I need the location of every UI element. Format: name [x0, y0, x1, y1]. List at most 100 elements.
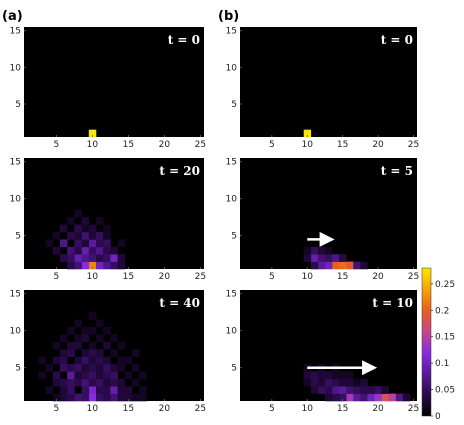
heatmap-cell	[317, 378, 326, 387]
heatmap-cell	[88, 239, 97, 248]
heatmap-cell	[74, 224, 82, 233]
heatmap-cell	[81, 371, 90, 380]
heatmap-cell	[310, 386, 319, 394]
heatmap-cell	[353, 261, 361, 270]
heatmap-cell	[310, 254, 319, 262]
heatmap-cell	[96, 261, 104, 270]
heatmap-cell	[67, 364, 75, 372]
heatmap-cell	[81, 364, 90, 372]
heatmap-cell	[317, 371, 326, 380]
x-tick-label: 15	[337, 140, 348, 150]
heatmap-cell	[110, 261, 118, 270]
heatmap-cell	[81, 386, 90, 394]
heatmap-cell	[124, 371, 133, 380]
heatmap-cell	[60, 386, 68, 394]
heatmap-cell	[96, 319, 104, 328]
colorbar-tick-label: 0.2	[435, 306, 449, 316]
y-tick-label: 15	[226, 158, 237, 168]
heatmap-cell	[88, 254, 97, 262]
heatmap-cell	[88, 356, 97, 365]
heatmap-cell	[52, 246, 61, 255]
heatmap-cell	[103, 246, 111, 255]
heatmap-cell	[81, 261, 90, 270]
heatmap-cell	[60, 349, 68, 357]
heatmap-cell	[96, 386, 104, 394]
heatmap-cell	[96, 217, 104, 225]
time-label: t = 5	[381, 164, 413, 178]
heatmap-cell	[67, 246, 75, 255]
heatmap-cell	[60, 254, 68, 262]
x-tick-label: 5	[54, 140, 60, 150]
heatmap-cell	[60, 364, 68, 372]
colorbar: 0 0.05 0.1 0.15 0.2 0.25	[421, 267, 455, 422]
x-tick-label: 25	[408, 272, 419, 282]
heatmap-panel: 5 10 15 20 25 5 10 15 t = 10	[226, 290, 420, 414]
heatmap-cell	[110, 334, 118, 343]
y-tick-label: 10	[226, 195, 238, 205]
heatmap-cell	[346, 261, 354, 270]
heatmap-cell	[332, 261, 340, 270]
heatmap-cell	[132, 393, 140, 402]
x-tick-label: 5	[269, 404, 275, 414]
heatmap-cell	[38, 356, 46, 365]
heatmap-cell	[96, 232, 104, 240]
heatmap-panel: 5 10 15 20 25 5 10 15 t = 40	[10, 290, 207, 414]
heatmap-cell	[110, 378, 118, 387]
heatmap-cell	[317, 261, 326, 270]
heatmap-cell	[96, 239, 104, 248]
heatmap-cell	[132, 378, 140, 387]
heatmap-cell	[81, 254, 90, 262]
heatmap-cell	[74, 239, 82, 248]
heatmap-cell	[96, 254, 104, 262]
y-tick-label: 15	[226, 27, 237, 37]
heatmap-cell	[74, 246, 82, 255]
heatmap-cell	[96, 356, 104, 365]
heatmap-cell	[45, 386, 54, 394]
heatmap-cell	[103, 386, 111, 394]
heatmap-cell	[88, 312, 97, 320]
y-tick-label: 10	[226, 63, 238, 73]
y-tick-label: 5	[15, 364, 21, 374]
heatmap-cell	[132, 364, 140, 372]
heatmap-cell	[103, 261, 111, 270]
heatmap-cell	[110, 254, 118, 262]
x-tick-label: 5	[269, 272, 275, 282]
heatmap-cell	[324, 254, 333, 262]
heatmap-panels: 5 10 15 20 25 5 10 15 t = 0 5 10 15 20 25 5 10 15 t = 0 5 1…	[10, 27, 420, 414]
heatmap-cell	[360, 393, 368, 402]
heatmap-cell	[88, 371, 97, 380]
heatmap-cell	[124, 393, 133, 402]
heatmap-cell	[96, 378, 104, 387]
heatmap-cell	[110, 393, 118, 402]
colorbar-tick-label: 0.1	[435, 359, 449, 369]
heatmap-cell	[81, 334, 90, 343]
x-tick-label: 15	[337, 404, 348, 414]
heatmap-cell	[332, 371, 340, 380]
heatmap-cell	[81, 349, 90, 357]
y-tick-label: 5	[231, 364, 237, 374]
heatmap-cell	[117, 261, 126, 270]
x-tick-label: 25	[195, 140, 206, 150]
heatmap-cell	[74, 364, 82, 372]
heatmap-cell	[339, 261, 347, 270]
heatmap-cell	[103, 341, 111, 350]
heatmap-cell	[74, 356, 82, 365]
heatmap-cell	[67, 254, 75, 262]
heatmap-cell	[303, 246, 312, 255]
heatmap-cell	[388, 393, 397, 402]
heatmap-cell	[110, 386, 118, 394]
heatmap-cell	[96, 349, 104, 357]
heatmap-cell	[67, 349, 75, 357]
heatmap-cell	[45, 239, 54, 248]
heatmap-cell	[81, 356, 90, 365]
heatmap-cell	[317, 254, 326, 262]
y-tick-label: 5	[15, 100, 21, 110]
heatmap-cell	[88, 261, 97, 270]
heatmap-cell	[310, 378, 319, 387]
heatmap-cell	[381, 393, 389, 402]
heatmap-cell	[103, 378, 111, 387]
heatmap-cell	[81, 327, 90, 335]
heatmap-cell	[52, 341, 61, 350]
heatmap-cell	[103, 239, 111, 248]
heatmap-cell	[139, 386, 147, 394]
